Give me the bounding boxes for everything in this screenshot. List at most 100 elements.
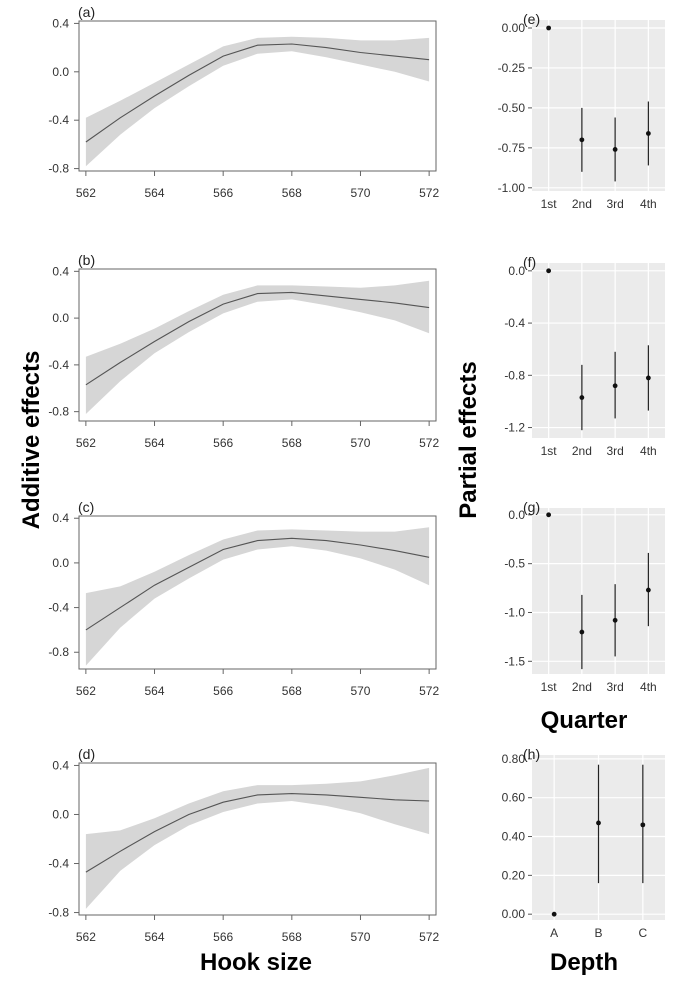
fitted-line <box>85 43 430 143</box>
data-point <box>579 137 585 143</box>
x-tick-label: 564 <box>145 930 165 944</box>
plot-frame <box>78 268 437 422</box>
panels-group: 562 564 566 568 570 572 0.4 0.0 -0.4 -0.8 (a) 562 56… <box>48 4 665 944</box>
x-tick-label: 1st <box>541 680 558 694</box>
data-point <box>640 822 646 828</box>
panel-label: (d) <box>78 746 95 762</box>
panel-c: 562 564 566 568 570 572 0.4 0.0 -0.4 -0.8 (c) <box>48 499 439 698</box>
panel-d: 562 564 566 568 570 572 0.4 0.0 -0.4 -0.8 (d) <box>48 746 439 944</box>
data-point <box>612 617 618 623</box>
panel-label: (g) <box>523 499 540 515</box>
y-tick-label: 0.0 <box>52 311 69 325</box>
y-tick-label: 0.60 <box>502 791 526 805</box>
confidence-band <box>85 280 430 414</box>
right-y-axis-label: Partial effects <box>455 361 482 518</box>
y-tick-label: -0.4 <box>48 857 69 871</box>
fitted-line <box>85 291 430 386</box>
data-point <box>546 268 552 274</box>
x-tick-label: 564 <box>145 186 165 200</box>
x-tick-label: 566 <box>213 186 233 200</box>
data-point <box>596 820 601 826</box>
y-tick-label: 0.00 <box>502 21 526 35</box>
y-tick-label: -0.75 <box>498 141 526 155</box>
x-tick-label: 564 <box>145 684 165 698</box>
y-tick-label: -0.8 <box>504 368 525 382</box>
y-tick-label: 0.4 <box>52 264 69 278</box>
panel-label: (c) <box>78 499 94 515</box>
y-tick-label: 0.4 <box>52 16 69 30</box>
y-tick-label: 0.00 <box>502 907 526 921</box>
plot-background <box>532 508 665 674</box>
y-tick-label: -0.8 <box>48 906 69 920</box>
y-tick-label: -0.8 <box>48 405 69 419</box>
data-point <box>645 375 651 381</box>
confidence-band <box>85 527 430 666</box>
x-tick-label: 1st <box>541 444 558 458</box>
panel-label: (h) <box>523 746 540 762</box>
x-tick-label: 3rd <box>606 197 623 211</box>
x-tick-label: 570 <box>350 930 370 944</box>
panel-label: (b) <box>78 252 95 268</box>
y-tick-label: -0.4 <box>48 113 69 127</box>
y-tick-label: -0.8 <box>48 645 69 659</box>
y-tick-label: -1.00 <box>498 181 526 195</box>
y-tick-label: 0.0 <box>52 65 69 79</box>
x-tick-label: 570 <box>350 436 370 450</box>
plot-frame <box>78 762 437 916</box>
data-point <box>546 25 552 31</box>
panel-label: (e) <box>523 11 540 27</box>
left-y-axis-label: Additive effects <box>18 351 45 530</box>
fitted-line <box>85 537 430 631</box>
x-tick-label: 566 <box>213 930 233 944</box>
x-tick-label: B <box>594 926 602 940</box>
quarter-x-axis-label: Quarter <box>541 707 628 734</box>
plot-background <box>532 263 665 438</box>
x-tick-label: 566 <box>213 684 233 698</box>
x-tick-label: 568 <box>282 684 302 698</box>
depth-x-axis-label: Depth <box>550 949 618 976</box>
panel-label: (a) <box>78 4 95 20</box>
y-tick-label: -0.25 <box>498 61 526 75</box>
x-tick-label: A <box>550 926 558 940</box>
x-tick-label: C <box>638 926 647 940</box>
data-point <box>612 383 618 389</box>
data-point <box>579 395 585 400</box>
x-tick-label: 1st <box>541 197 558 211</box>
y-tick-label: -0.50 <box>498 101 526 115</box>
x-tick-label: 568 <box>282 930 302 944</box>
data-point <box>645 131 651 136</box>
x-tick-label: 564 <box>145 436 165 450</box>
panel-label: (f) <box>523 254 536 270</box>
confidence-band <box>85 36 430 167</box>
y-tick-label: -0.5 <box>504 557 525 571</box>
x-tick-label: 562 <box>76 186 96 200</box>
y-tick-label: 0.4 <box>52 758 69 772</box>
x-tick-label: 572 <box>419 930 439 944</box>
panel-g: 1st 2nd 3rd 4th 0.0 -0.5 -1.0 -1.5 (g) <box>504 499 665 694</box>
data-point <box>579 629 585 635</box>
x-tick-label: 2nd <box>572 680 592 694</box>
y-tick-label: -0.8 <box>48 162 69 176</box>
x-tick-label: 4th <box>640 444 657 458</box>
x-tick-label: 570 <box>350 186 370 200</box>
x-tick-label: 562 <box>76 684 96 698</box>
plot-background <box>532 20 665 191</box>
x-tick-label: 566 <box>213 436 233 450</box>
panel-a: 562 564 566 568 570 572 0.4 0.0 -0.4 -0.8 (a) <box>48 4 439 200</box>
x-tick-label: 3rd <box>606 444 623 458</box>
data-point <box>546 512 552 518</box>
y-tick-label: 0.0 <box>508 264 525 278</box>
x-tick-label: 568 <box>282 186 302 200</box>
y-tick-label: 0.40 <box>502 830 526 844</box>
x-tick-label: 2nd <box>572 197 592 211</box>
x-tick-label: 570 <box>350 684 370 698</box>
x-tick-label: 2nd <box>572 444 592 458</box>
y-tick-label: -1.0 <box>504 605 525 619</box>
x-tick-label: 562 <box>76 930 96 944</box>
panel-e: 1st 2nd 3rd 4th 0.00 -0.25 -0.50 -0.75 -1.00 (e) <box>498 11 665 211</box>
data-point <box>645 587 651 593</box>
y-tick-label: -1.5 <box>504 654 525 668</box>
plot-frame <box>78 20 437 172</box>
y-tick-label: 0.80 <box>502 752 526 766</box>
